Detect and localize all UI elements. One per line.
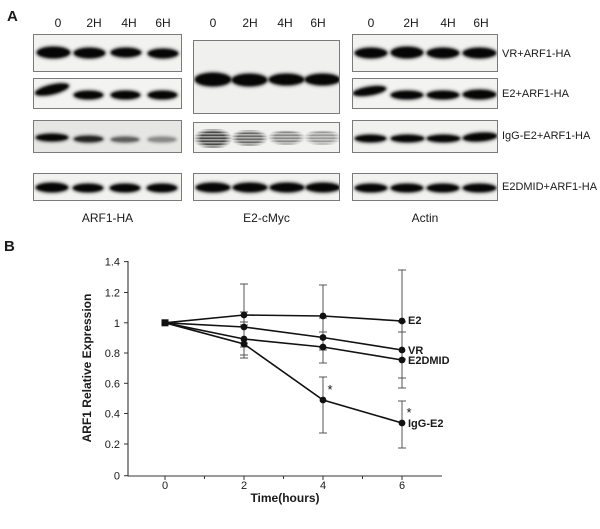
- svg-text:E2: E2: [408, 315, 421, 327]
- svg-text:IgG-E2: IgG-E2: [408, 418, 443, 430]
- svg-text:6: 6: [399, 480, 405, 492]
- svg-text:0.8: 0.8: [105, 348, 120, 360]
- svg-text:2: 2: [241, 480, 247, 492]
- svg-text:1.2: 1.2: [105, 288, 120, 300]
- svg-text:0: 0: [162, 480, 168, 492]
- svg-text:1.4: 1.4: [105, 257, 120, 269]
- svg-text:E2DMID: E2DMID: [408, 355, 450, 367]
- svg-text:0.4: 0.4: [105, 409, 120, 421]
- svg-text:4: 4: [320, 480, 326, 492]
- svg-text:*: *: [327, 382, 332, 397]
- svg-text:ARF1 Relative Expression: ARF1 Relative Expression: [80, 294, 94, 443]
- svg-text:1: 1: [114, 318, 120, 330]
- svg-text:0: 0: [114, 471, 120, 483]
- svg-text:Time(hours): Time(hours): [250, 491, 319, 505]
- svg-text:0.2: 0.2: [105, 439, 120, 451]
- svg-text:0.6: 0.6: [105, 378, 120, 390]
